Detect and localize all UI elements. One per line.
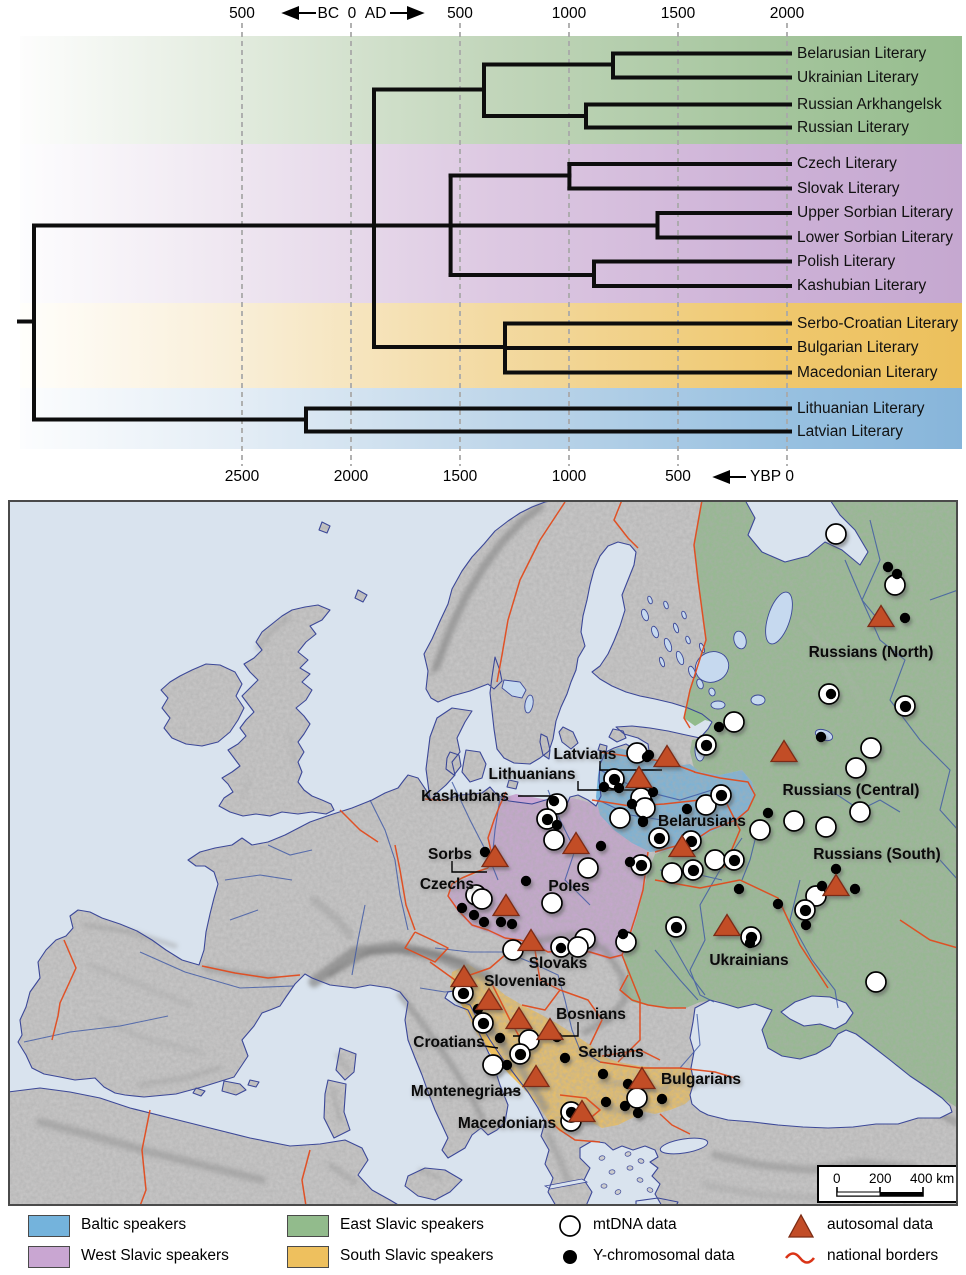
svg-text:Ukrainians: Ukrainians	[711, 954, 790, 971]
svg-text:Russians (South): Russians (South)	[813, 846, 940, 863]
svg-text:Montenegrians: Montenegrians	[411, 1083, 521, 1100]
svg-text:Czechs: Czechs	[421, 878, 475, 895]
svg-text:Latvians: Latvians	[555, 748, 618, 765]
svg-text:200: 200	[869, 1171, 892, 1186]
svg-text:Poles: Poles	[548, 878, 589, 895]
svg-text:Russians (South): Russians (South)	[815, 848, 942, 865]
svg-text:Lithuanians: Lithuanians	[489, 766, 576, 783]
svg-text:Russians (Central): Russians (Central)	[784, 784, 921, 801]
svg-text:Slovenians: Slovenians	[486, 975, 568, 992]
svg-text:Slovaks: Slovaks	[530, 957, 589, 974]
svg-text:Czechs: Czechs	[420, 876, 474, 893]
svg-text:Serbians: Serbians	[578, 1044, 643, 1061]
svg-text:Belarusians: Belarusians	[660, 815, 748, 832]
svg-text:Slovaks: Slovaks	[529, 955, 588, 972]
svg-text:400 km: 400 km	[910, 1171, 954, 1186]
svg-text:Bosnians: Bosnians	[558, 1008, 628, 1025]
svg-text:Serbians: Serbians	[580, 1046, 645, 1063]
svg-text:Kashubians: Kashubians	[421, 788, 509, 805]
svg-text:0: 0	[833, 1171, 841, 1186]
svg-text:Kashubians: Kashubians	[423, 790, 511, 807]
svg-text:Macedonians: Macedonians	[458, 1115, 556, 1132]
svg-text:Bulgarians: Bulgarians	[662, 1073, 742, 1090]
svg-text:Montenegrians: Montenegrians	[412, 1085, 522, 1102]
svg-text:Belarusians: Belarusians	[658, 813, 746, 830]
svg-text:Sorbs: Sorbs	[430, 848, 474, 865]
svg-text:Russians (North): Russians (North)	[809, 644, 934, 661]
svg-text:Croatians: Croatians	[415, 1036, 487, 1053]
svg-text:Russians (North): Russians (North)	[810, 646, 935, 663]
svg-text:Latvians: Latvians	[554, 746, 617, 763]
svg-text:Bosnians: Bosnians	[556, 1006, 626, 1023]
svg-text:Ukrainians: Ukrainians	[709, 952, 788, 969]
svg-text:Croatians: Croatians	[413, 1034, 485, 1051]
svg-text:Slovenians: Slovenians	[484, 973, 566, 990]
svg-text:Russians (Central): Russians (Central)	[783, 782, 920, 799]
svg-text:Lithuanians: Lithuanians	[490, 768, 577, 785]
svg-text:Poles: Poles	[550, 880, 591, 897]
svg-text:Sorbs: Sorbs	[428, 846, 472, 863]
svg-text:Bulgarians: Bulgarians	[661, 1071, 741, 1088]
svg-text:Macedonians: Macedonians	[459, 1117, 557, 1134]
